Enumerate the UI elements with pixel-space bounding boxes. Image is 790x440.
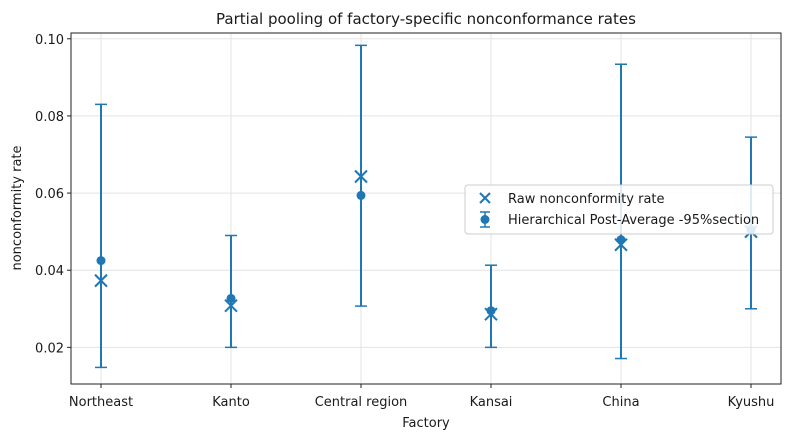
x-axis-label: Factory [402, 416, 450, 431]
y-tick-label: 0.02 [35, 341, 64, 356]
y-tick-label: 0.06 [35, 187, 64, 202]
raw-rate-point [224, 298, 238, 313]
posterior-mean-point [226, 293, 236, 303]
raw-rate-stroke [484, 307, 498, 321]
x-axis: Northeast Kanto Central region Kansai China K… [69, 384, 774, 410]
legend-marker-raw [479, 192, 491, 204]
posterior-interval [95, 103, 107, 369]
posterior-mean-point [356, 190, 366, 200]
y-axis: 0.02 0.04 0.06 0.08 0.10 [35, 33, 71, 356]
raw-rate-stroke [224, 298, 238, 313]
y-tick-label: 0.10 [35, 33, 64, 48]
legend-box [464, 184, 774, 235]
raw-rate-point [484, 307, 498, 321]
x-tick-label: Kanto [212, 395, 250, 410]
legend: Raw nonconformity rate Hierarchical Post… [464, 184, 774, 235]
raw-rate-point [614, 238, 628, 252]
posterior-interval [225, 234, 237, 349]
y-tick-label: 0.08 [35, 110, 64, 125]
y-tick-label: 0.04 [35, 264, 64, 279]
raw-rate-point [354, 169, 368, 184]
x-tick-label: Central region [315, 395, 408, 410]
x-tick-label: Kansai [470, 395, 513, 410]
legend-label-raw: Raw nonconformity rate [508, 192, 665, 207]
x-tick-label: Northeast [69, 395, 133, 410]
raw-rate-stroke [94, 273, 108, 288]
raw-rate-point [94, 273, 108, 288]
x-tick-label: China [602, 395, 639, 410]
plot-area-frame [70, 32, 782, 385]
x-tick-label: Kyushu [728, 395, 775, 410]
y-axis-label: nonconformity rate [10, 145, 25, 270]
chart-title: Partial pooling of factory-specific nonc… [216, 10, 636, 28]
raw-rate-stroke [614, 238, 628, 252]
legend-label-posterior: Hierarchical Post-Average -95%section [508, 213, 759, 228]
posterior-mean-point [96, 256, 106, 266]
raw-rate-stroke [354, 169, 368, 184]
legend-marker-posterior [480, 211, 490, 228]
